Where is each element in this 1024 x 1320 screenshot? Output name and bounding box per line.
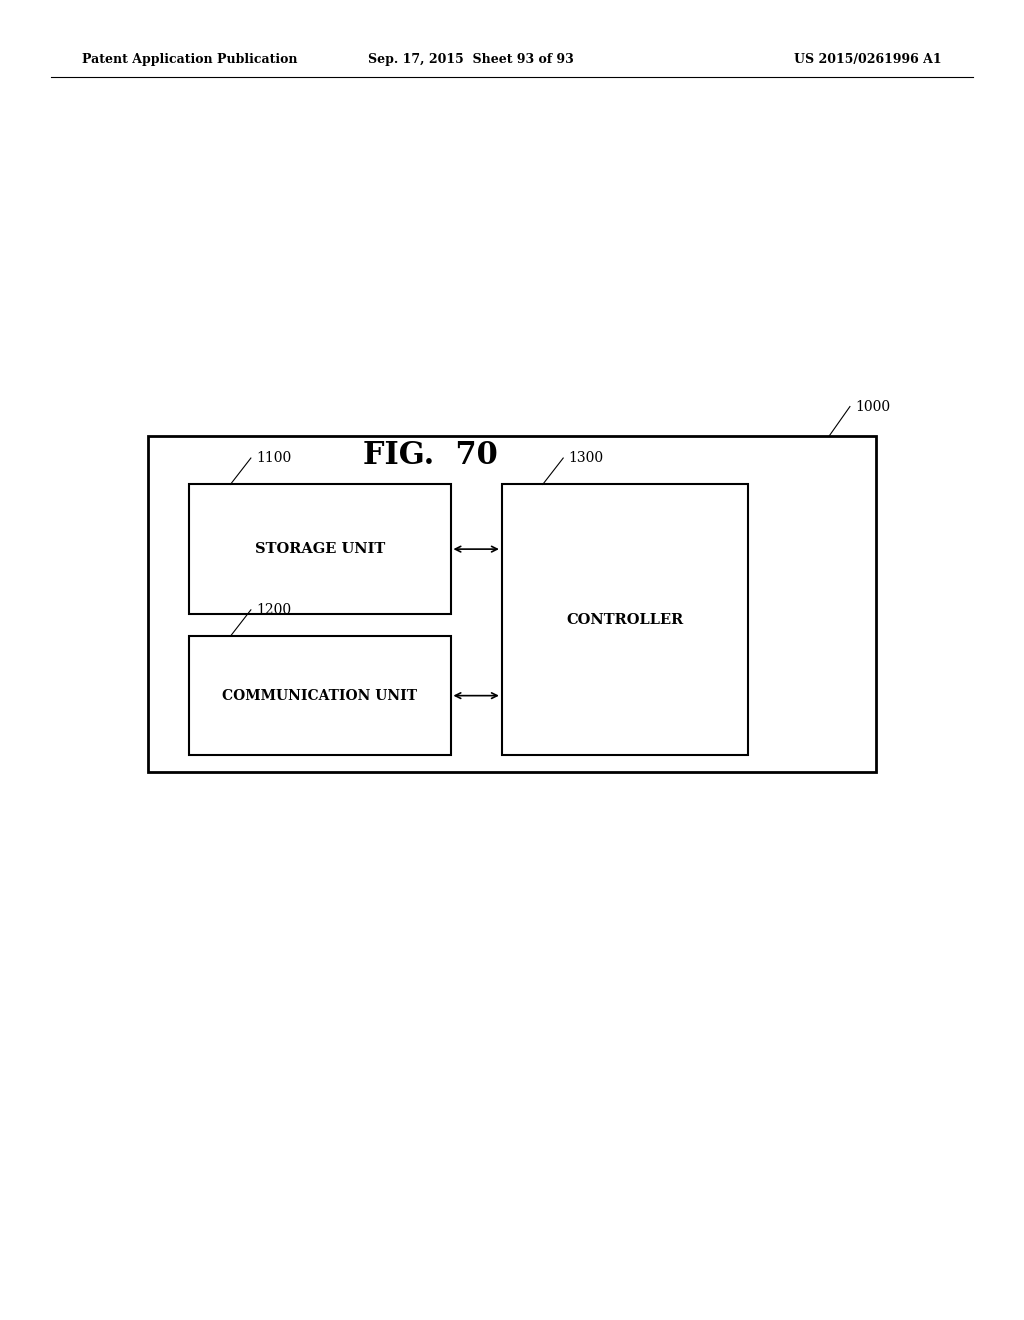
Text: Patent Application Publication: Patent Application Publication [82, 53, 297, 66]
Text: 1300: 1300 [568, 451, 603, 465]
Text: 1200: 1200 [256, 603, 291, 616]
Bar [189, 484, 451, 614]
Bar [148, 436, 876, 772]
Text: FIG.  70: FIG. 70 [362, 440, 498, 471]
Text: US 2015/0261996 A1: US 2015/0261996 A1 [795, 53, 942, 66]
Text: STORAGE UNIT: STORAGE UNIT [255, 543, 385, 556]
Text: COMMUNICATION UNIT: COMMUNICATION UNIT [222, 689, 418, 702]
Text: Sep. 17, 2015  Sheet 93 of 93: Sep. 17, 2015 Sheet 93 of 93 [369, 53, 573, 66]
Bar [502, 484, 748, 755]
Bar [189, 636, 451, 755]
Text: 1100: 1100 [256, 451, 291, 465]
Text: CONTROLLER: CONTROLLER [566, 612, 683, 627]
Text: 1000: 1000 [855, 400, 890, 413]
